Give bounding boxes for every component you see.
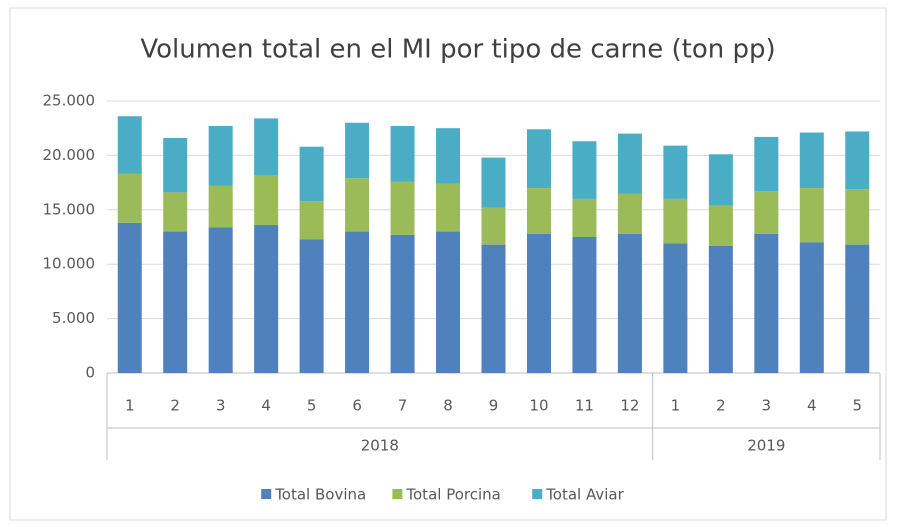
bar-segment (617, 133, 642, 194)
x-tick-label: 7 (398, 397, 408, 415)
legend-swatch (261, 489, 272, 499)
bar-segment (708, 154, 733, 206)
bar-segment (617, 193, 642, 234)
y-tick-label: 20.000 (43, 146, 96, 164)
x-tick-label: 3 (762, 397, 772, 415)
y-tick-label: 15.000 (43, 200, 96, 218)
x-tick-label: 4 (261, 397, 271, 415)
bar-segment (117, 173, 142, 223)
bar-segment (572, 198, 597, 237)
x-tick-label: 8 (443, 397, 453, 415)
bar-segment (617, 233, 642, 373)
x-tick-label: 1 (671, 397, 681, 415)
legend-label: Total Porcina (405, 486, 500, 504)
bar-segment (663, 145, 688, 199)
bar-segment (526, 129, 551, 189)
bar-segment (754, 136, 779, 192)
bar-segment (163, 231, 188, 373)
y-tick-label: 10.000 (43, 255, 96, 273)
x-tick-label: 6 (352, 397, 362, 415)
bar-segment (345, 122, 370, 179)
bar-segment (708, 245, 733, 373)
y-tick-label: 5.000 (52, 309, 95, 327)
legend-swatch (392, 489, 403, 499)
bar-segment (299, 146, 324, 202)
x-tick-label: 4 (807, 397, 817, 415)
bar-segment (572, 141, 597, 199)
x-tick-label: 9 (489, 397, 499, 415)
bar-segment (799, 188, 824, 243)
bar-segment (163, 192, 188, 232)
x-tick-label: 2 (170, 397, 180, 415)
bar-segment (799, 132, 824, 189)
group-label: 2018 (361, 437, 399, 455)
bar-segment (254, 174, 279, 226)
bar-segment (436, 231, 461, 373)
bar-segment (208, 126, 233, 186)
chart-title: Volumen total en el MI por tipo de carne… (140, 35, 775, 65)
x-tick-label: 5 (307, 397, 317, 415)
bar-segment (299, 201, 324, 240)
bar-segment (208, 185, 233, 228)
bar-segment (117, 116, 142, 174)
bar-segment (254, 225, 279, 373)
y-tick-label: 0 (85, 364, 95, 382)
x-tick-label: 11 (575, 397, 594, 415)
bar-segment (390, 126, 415, 182)
bar-segment (117, 222, 142, 373)
bar-segment (208, 227, 233, 373)
bar-segment (436, 183, 461, 232)
bar-segment (436, 128, 461, 184)
bar-segment (799, 242, 824, 373)
bar-segment (526, 188, 551, 234)
y-tick-label: 25.000 (43, 92, 96, 110)
x-tick-label: 10 (529, 397, 548, 415)
bar-segment (481, 157, 506, 208)
bar-segment (299, 239, 324, 373)
x-tick-label: 1 (125, 397, 135, 415)
bar-segment (845, 189, 870, 245)
bar-segment (708, 205, 733, 246)
x-tick-label: 5 (852, 397, 862, 415)
bar-segment (481, 207, 506, 245)
legend-swatch (532, 489, 543, 499)
bar-segment (163, 137, 188, 193)
bar-segment (845, 131, 870, 190)
bar-segment (345, 231, 370, 373)
bar-segment (390, 181, 415, 235)
x-tick-label: 12 (620, 397, 639, 415)
bar-segment (572, 237, 597, 373)
bar-segment (663, 198, 688, 244)
group-label: 2019 (747, 437, 785, 455)
bar-segment (345, 178, 370, 232)
bar-segment (254, 118, 279, 175)
legend-label: Total Bovina (274, 486, 366, 504)
x-tick-label: 3 (216, 397, 226, 415)
bar-segment (754, 233, 779, 373)
bar-segment (481, 244, 506, 373)
bar-segment (663, 243, 688, 373)
bar-segment (845, 244, 870, 373)
legend-label: Total Aviar (545, 486, 624, 504)
x-tick-label: 2 (716, 397, 726, 415)
bar-segment (390, 234, 415, 373)
bar-segment (754, 191, 779, 234)
bar-segment (526, 233, 551, 373)
